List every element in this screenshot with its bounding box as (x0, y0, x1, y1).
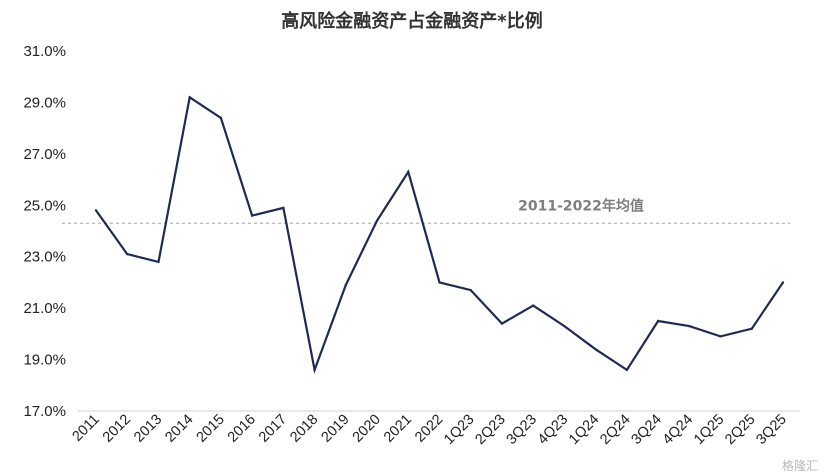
data-point (500, 322, 504, 325)
data-point (750, 327, 753, 330)
x-tick-label: 3Q24 (629, 412, 665, 448)
data-point (157, 260, 160, 264)
data-point (594, 348, 597, 351)
x-axis-ticks: 2011201220132014201520162017201820192020… (69, 412, 789, 448)
data-point (219, 116, 223, 120)
x-tick-label: 2Q24 (597, 412, 633, 448)
series-line (95, 95, 784, 374)
x-tick-label: 2011 (69, 412, 102, 445)
data-point (781, 281, 785, 284)
x-tick-label: 1Q23 (441, 412, 477, 448)
y-tick-label: 27.0% (23, 146, 66, 163)
x-tick-label: 4Q24 (660, 412, 696, 448)
y-tick-label: 17.0% (23, 403, 66, 420)
data-point (656, 319, 660, 323)
data-point (438, 281, 441, 284)
x-tick-label: 2Q25 (722, 412, 758, 448)
y-tick-label: 31.0% (23, 43, 66, 60)
x-tick-label: 2015 (194, 412, 228, 446)
y-axis-ticks: 17.0% 19.0% 21.0% 23.0% 25.0% 27.0% 29.0% 31.0% (23, 43, 66, 420)
x-tick-label: 2018 (287, 412, 321, 446)
data-point (719, 335, 722, 338)
y-tick-label: 23.0% (23, 249, 66, 266)
x-tick-label: 2012 (100, 412, 134, 446)
data-point (407, 170, 410, 174)
data-point (250, 214, 254, 217)
data-point (469, 288, 472, 292)
data-point (188, 96, 191, 99)
data-point (94, 209, 98, 212)
y-tick-label: 19.0% (23, 352, 66, 369)
data-point (563, 324, 566, 328)
x-tick-label: 1Q25 (691, 412, 727, 448)
data-point (282, 206, 285, 210)
x-tick-label: 2019 (319, 412, 353, 446)
series-group (94, 95, 785, 374)
data-point (126, 252, 129, 256)
y-tick-label: 21.0% (23, 300, 66, 317)
data-point (375, 219, 379, 222)
x-tick-label: 2020 (350, 412, 384, 446)
x-tick-label: 2014 (162, 412, 196, 446)
x-tick-label: 2022 (412, 412, 446, 446)
y-tick-label: 29.0% (23, 94, 66, 111)
data-point (313, 368, 316, 372)
x-tick-label: 4Q23 (535, 412, 571, 448)
x-tick-label: 2Q23 (472, 412, 508, 448)
x-tick-label: 2013 (131, 412, 165, 446)
y-tick-label: 25.0% (23, 197, 66, 214)
x-tick-label: 1Q24 (566, 412, 602, 448)
x-tick-label: 3Q25 (753, 412, 789, 448)
watermark: 格隆汇 (782, 458, 818, 473)
data-point (625, 368, 629, 372)
chart-title: 高风险金融资产占金融资产*比例 (281, 10, 542, 32)
x-tick-label: 2016 (225, 412, 259, 446)
x-tick-label: 2017 (256, 412, 290, 446)
x-tick-label: 2021 (381, 412, 415, 446)
x-tick-label: 3Q23 (504, 412, 540, 448)
data-point (531, 304, 535, 307)
reference-line-label: 2011-2022年均值 (518, 197, 644, 214)
data-point (688, 324, 691, 328)
data-point (344, 283, 348, 287)
